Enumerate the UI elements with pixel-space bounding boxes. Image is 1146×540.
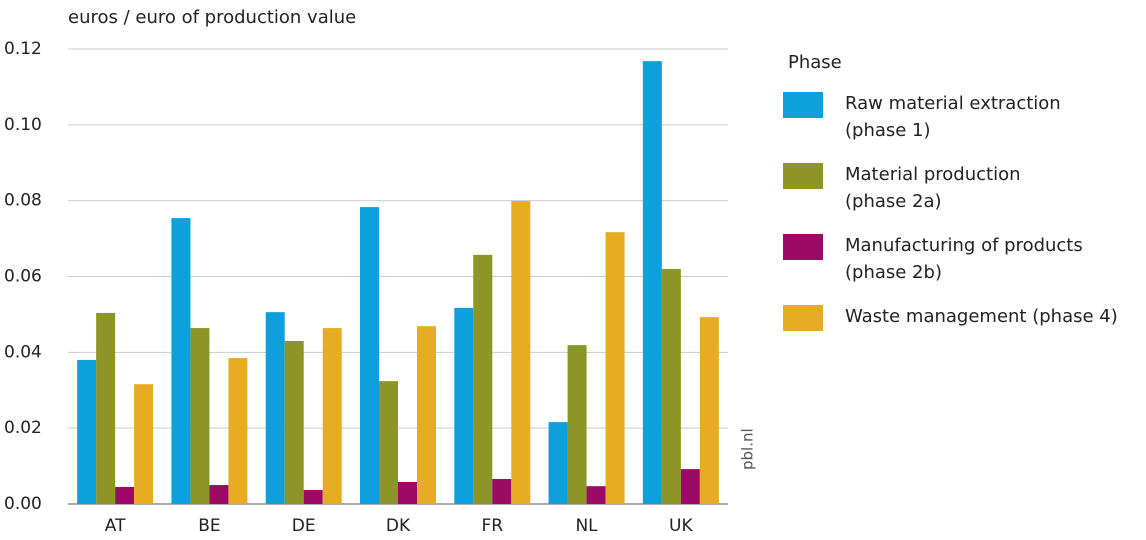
bar — [548, 422, 568, 504]
x-tick-label: DE — [292, 516, 316, 536]
legend-swatch — [783, 305, 823, 331]
bar — [473, 254, 493, 504]
legend-label: Manufacturing of products (phase 2b) — [845, 235, 1083, 283]
x-tick-label: BE — [198, 516, 220, 536]
legend-swatch — [783, 163, 823, 189]
bar — [699, 317, 719, 504]
bar — [115, 486, 135, 504]
y-tick-label: 0.12 — [4, 39, 42, 59]
bar — [228, 358, 248, 504]
chart-title: euros / euro of production value — [68, 7, 356, 28]
bar — [511, 201, 531, 504]
bar — [77, 359, 97, 504]
bar — [265, 312, 285, 504]
bar — [322, 328, 342, 504]
bar — [96, 312, 116, 504]
legend-title: Phase — [788, 52, 842, 73]
x-tick-label: FR — [481, 516, 503, 536]
bar — [642, 61, 662, 505]
source: pbl.nl — [739, 428, 757, 470]
y-tick-label: 0.10 — [4, 115, 42, 135]
bar — [417, 326, 436, 504]
x-tick-label: AT — [105, 516, 126, 536]
bar — [605, 232, 625, 504]
bar — [209, 485, 229, 504]
bar — [190, 328, 210, 504]
bar — [171, 218, 191, 504]
bar — [661, 268, 681, 504]
legend-label: Waste management (phase 4) — [845, 306, 1118, 327]
y-tick-label: 0.00 — [4, 494, 42, 514]
bar — [567, 345, 587, 504]
y-tick-label: 0.06 — [4, 267, 42, 287]
x-tick-label: DK — [386, 516, 411, 536]
x-tick-label: UK — [669, 516, 693, 536]
y-tick-label: 0.02 — [4, 418, 42, 438]
legend-label: Material production (phase 2a) — [845, 164, 1021, 212]
legend-line: Raw material extraction — [845, 93, 1061, 114]
legend-swatch — [783, 234, 823, 260]
bar — [360, 207, 379, 505]
x-tick-label: NL — [575, 516, 598, 536]
bar — [586, 486, 606, 504]
bar — [680, 469, 700, 504]
bar — [134, 384, 154, 504]
legend-swatch — [783, 92, 823, 118]
legend-line: (phase 1) — [845, 120, 931, 141]
bar — [454, 307, 474, 504]
legend-label: Raw material extraction (phase 1) — [845, 93, 1061, 141]
legend-line: (phase 2b) — [845, 262, 942, 283]
bar — [303, 489, 323, 504]
legend-line: (phase 2a) — [845, 191, 942, 212]
y-tick-label: 0.08 — [4, 191, 42, 211]
bar — [379, 381, 398, 504]
legend-line: Manufacturing of products — [845, 235, 1083, 256]
bar — [284, 340, 304, 504]
y-tick-label: 0.04 — [4, 342, 42, 362]
bar — [492, 478, 512, 504]
bar — [398, 482, 417, 504]
legend-line: Material production — [845, 164, 1021, 185]
